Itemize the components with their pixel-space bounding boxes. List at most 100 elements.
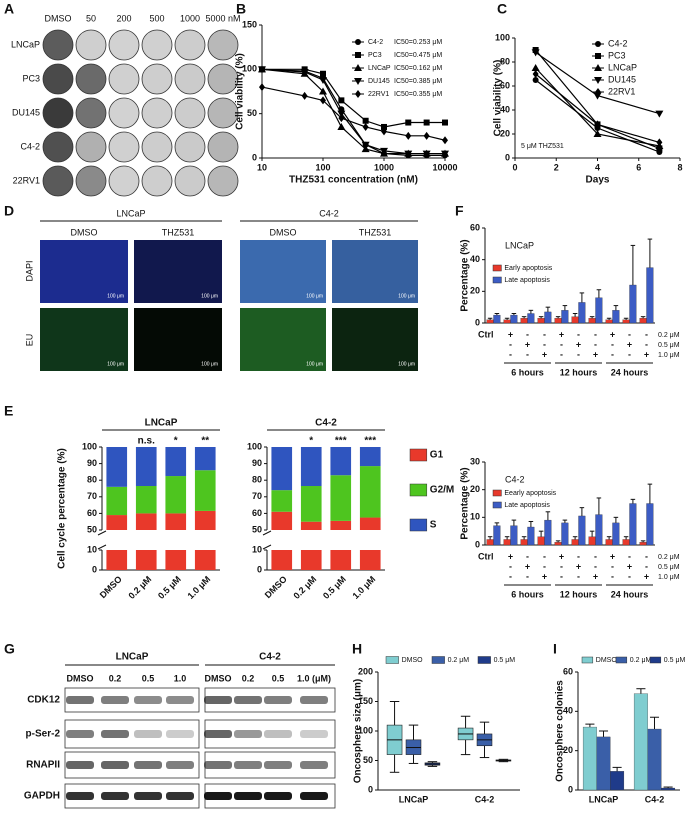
bar-segment — [359, 550, 381, 570]
treatment-label: DMSO — [71, 227, 98, 237]
dose-sign: - — [645, 339, 648, 349]
protein-label: CDK12 — [27, 695, 60, 706]
bar-segment — [165, 550, 187, 570]
legend-label: 0.2 μM — [630, 657, 652, 664]
dose-sign: + — [593, 349, 598, 359]
bar-segment — [330, 447, 352, 476]
y-tick-label: 40 — [470, 254, 480, 264]
bar — [588, 536, 596, 546]
well — [42, 97, 74, 129]
panel-label: F — [455, 203, 464, 219]
x-tick-label: 1.0 μM — [185, 574, 212, 601]
dose-sign: - — [509, 349, 512, 359]
significance: * — [309, 436, 313, 447]
bar — [561, 522, 569, 546]
image — [134, 308, 222, 371]
y-tick-label: 80 — [252, 475, 262, 485]
legend-ic50: IC50=0.355 μM — [394, 91, 442, 98]
y-tick-label: 0 — [475, 317, 480, 327]
x-tick-label: 0.2 μM — [291, 574, 318, 601]
bar — [612, 522, 620, 546]
legend-label: PC3 — [608, 50, 626, 60]
x-tick-label: 10000 — [432, 162, 457, 172]
legend-marker — [354, 64, 362, 71]
blot-band — [204, 761, 232, 769]
data-point — [594, 120, 601, 129]
bar-segment — [194, 447, 216, 471]
y-tick-label: 10 — [87, 544, 97, 554]
dose-sign: - — [526, 329, 529, 339]
treatment-label: THZ531 — [359, 227, 392, 237]
x-tick-label: 0.5 μM — [321, 574, 348, 601]
y-tick-label: 0 — [257, 564, 262, 574]
bar — [622, 319, 630, 324]
column-label: 1000 — [180, 13, 200, 23]
significance: ** — [201, 436, 209, 447]
data-point — [405, 119, 412, 126]
legend-swatch — [431, 656, 445, 664]
chart-title: C4-2 — [505, 474, 525, 484]
y-tick-label: 30 — [470, 456, 480, 466]
bar-segment — [271, 370, 292, 422]
well — [75, 29, 107, 61]
dose-sign: - — [560, 339, 563, 349]
y-tick-label: 80 — [87, 475, 97, 485]
bar-segment — [359, 466, 381, 518]
bar-segment — [330, 370, 351, 404]
legend-marker — [594, 64, 602, 71]
blot-band — [204, 696, 232, 704]
y-tick-label: 50 — [87, 524, 97, 534]
y-tick-label: 0 — [252, 152, 257, 162]
legend-label: LNCaP — [608, 62, 637, 72]
well — [42, 29, 74, 61]
data-point — [405, 131, 412, 140]
blot-band — [234, 792, 262, 800]
bar-segment — [300, 486, 322, 522]
panel-label: E — [4, 403, 13, 419]
legend-label: Late apoptosis — [504, 277, 550, 284]
data-point — [259, 83, 265, 92]
blot-band — [264, 696, 292, 704]
legend-label: Late apoptosis — [504, 502, 550, 509]
dose-label: 1.0 μM — [658, 574, 680, 581]
legend-swatch — [581, 656, 594, 664]
well — [174, 63, 206, 95]
bar-segment — [195, 370, 216, 398]
data-point — [593, 130, 602, 137]
y-tick-label: 60 — [470, 222, 480, 232]
bar — [544, 519, 552, 546]
legend-swatch — [492, 501, 502, 509]
chart-title: C4-2 — [315, 418, 337, 429]
dose-label: 0.5 μM — [658, 342, 680, 349]
time-label: 12 hours — [560, 589, 598, 599]
dose-sign: + — [559, 551, 564, 561]
y-tick-label: 60 — [87, 508, 97, 518]
legend-label: Early apoptosis — [504, 265, 552, 272]
significance: n.s. — [138, 436, 155, 447]
well — [207, 131, 239, 163]
well — [207, 29, 239, 61]
dose-sign: - — [543, 551, 546, 561]
bar-segment — [271, 447, 293, 491]
x-tick-label: 1.0 μM — [350, 574, 377, 601]
column-label: 5000 nM — [205, 13, 240, 23]
blot-band — [134, 730, 162, 738]
legend-label: 0.2 μM — [448, 657, 470, 664]
annotation: 5 μM THZ531 — [521, 143, 564, 150]
panel-label: C — [497, 1, 507, 17]
well — [141, 63, 173, 95]
lane-label: 0.2 — [109, 673, 122, 683]
dose-sign: - — [543, 329, 546, 339]
bar — [571, 539, 579, 546]
y-tick-label: 80 — [500, 56, 510, 66]
y-axis-label: Oncosphere colonies — [555, 680, 566, 782]
bar — [622, 539, 630, 546]
bar — [493, 314, 501, 324]
bar — [554, 318, 562, 324]
image — [134, 240, 222, 303]
legend-marker — [594, 77, 602, 84]
blot-band — [101, 792, 129, 800]
x-tick-label: 6 — [636, 162, 641, 172]
bar — [537, 318, 545, 324]
data-point — [319, 76, 327, 84]
